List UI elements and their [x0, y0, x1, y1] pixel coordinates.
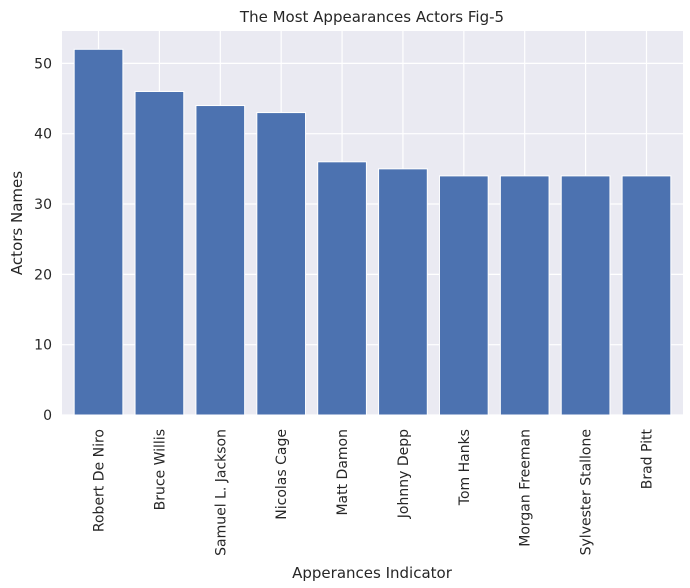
bar	[73, 48, 124, 416]
x-tick-label: Matt Damon	[335, 429, 351, 516]
y-tick-label: 30	[34, 197, 52, 213]
x-tick-label: Bruce Willis	[152, 429, 168, 510]
x-tick-label: Robert De Niro	[92, 429, 108, 532]
x-tick-label: Sylvester Stallone	[579, 429, 595, 555]
y-tick-label: 40	[34, 127, 52, 143]
y-axis-label: Actors Names	[8, 171, 26, 275]
bar	[499, 175, 550, 416]
x-tick-label: Brad Pitt	[639, 428, 655, 489]
bar	[621, 175, 672, 416]
bar	[317, 161, 367, 416]
y-tick-label: 10	[34, 338, 52, 354]
bars	[73, 48, 672, 416]
y-tick-label: 20	[34, 267, 52, 283]
x-tick-label: Samuel L. Jackson	[213, 429, 229, 556]
x-axis-ticks: Robert De Niro Bruce Willis Samuel L. Jack…	[92, 428, 656, 555]
y-tick-label: 0	[43, 408, 52, 424]
bar	[134, 90, 185, 416]
bar	[560, 175, 611, 416]
x-tick-label: Tom Hanks	[457, 429, 473, 506]
x-axis-label: Apperances Indicator	[292, 564, 453, 582]
chart-title: The Most Appearances Actors Fig-5	[239, 8, 504, 26]
x-tick-label: Johnny Depp	[396, 429, 412, 519]
bar	[195, 105, 246, 416]
y-tick-label: 50	[34, 56, 52, 72]
x-tick-label: Nicolas Cage	[274, 429, 290, 520]
y-axis-ticks: 0 10 20 30 40 50	[34, 56, 52, 424]
bar	[378, 168, 428, 416]
bar	[438, 175, 489, 416]
bar	[256, 112, 307, 416]
x-tick-label: Morgan Freeman	[518, 429, 534, 547]
